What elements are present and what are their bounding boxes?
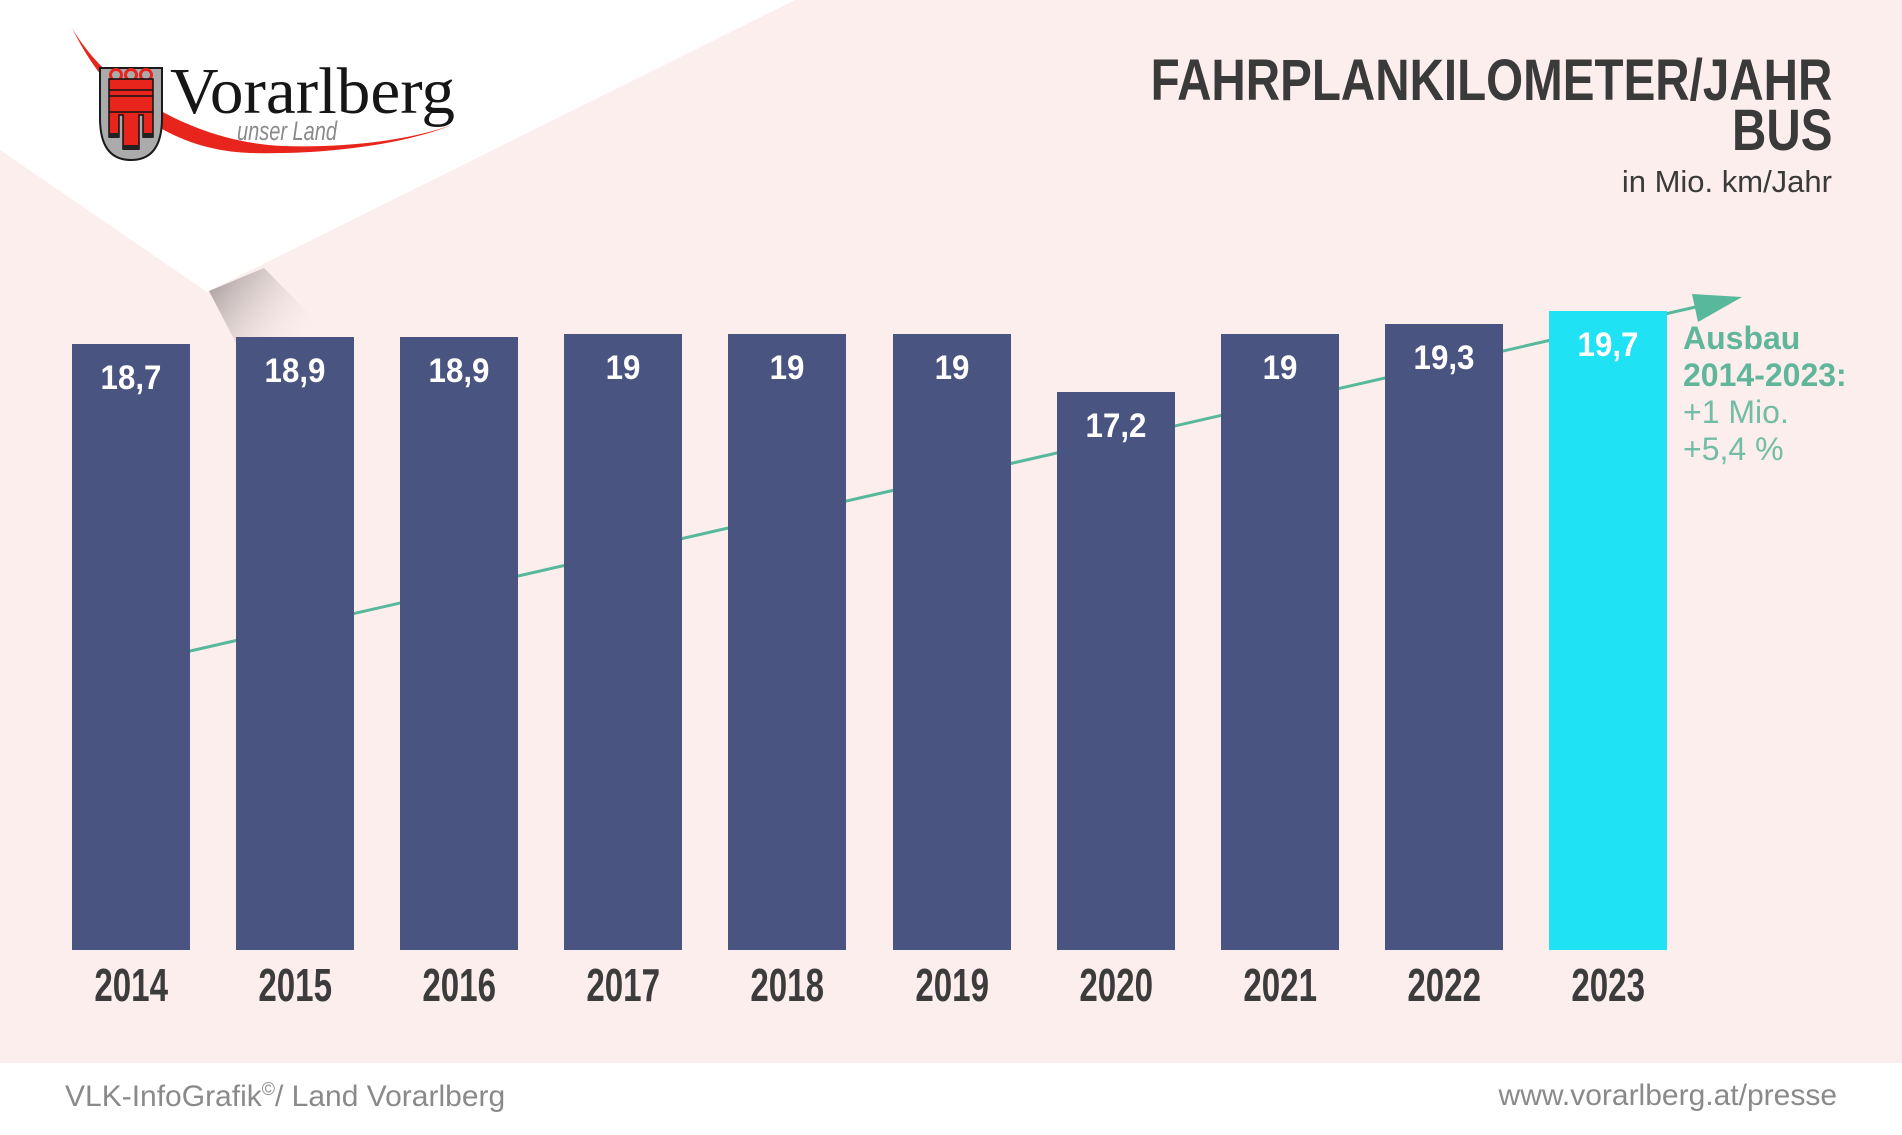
year-text: 2014 [94,959,168,1011]
year-label-2014: 2014 [49,958,213,1012]
year-label-2023: 2023 [1526,958,1690,1012]
year-label-2016: 2016 [377,958,541,1012]
bar-value-label: 19 [934,349,970,387]
bar-2019: 19 [893,334,1011,950]
arrowhead-icon [1692,294,1742,322]
white-fold [0,0,795,292]
year-label-2017: 2017 [541,958,705,1012]
bar-2016: 18,9 [400,337,518,950]
annotation-delta-pct: +5,4 % [1683,431,1784,467]
coat-of-arms-icon [99,67,163,162]
year-label-2015: 2015 [213,958,377,1012]
bar-2022: 19,3 [1385,324,1503,950]
chart-header: FAHRPLANKILOMETER/JAHR BUS in Mio. km/Ja… [1001,48,1832,200]
bar-value-label: 19 [769,349,805,387]
year-label-2021: 2021 [1198,958,1362,1012]
credit-rest: / Land Vorarlberg [275,1080,506,1113]
bar-2017: 19 [564,334,682,950]
vorarlberg-logo: Vorarlberg unser Land [55,15,485,190]
page-title-line2: BUS [1731,98,1832,163]
bar-value-label: 19 [1262,349,1298,387]
year-text: 2023 [1571,959,1645,1011]
footer: VLK-InfoGrafik©/ Land Vorarlberg www.vor… [0,1063,1902,1135]
bar-2020: 17,2 [1057,392,1175,950]
red-swoosh-icon [72,28,452,154]
year-label-2019: 2019 [870,958,1034,1012]
year-text: 2016 [422,959,496,1011]
year-label-2022: 2022 [1362,958,1526,1012]
year-label-2018: 2018 [705,958,869,1012]
bar-value-label: 19,3 [1413,339,1475,377]
credit-text: VLK-InfoGrafik©/ Land Vorarlberg [65,1079,505,1114]
year-text: 2020 [1079,959,1153,1011]
year-text: 2019 [915,959,989,1011]
website-link: www.vorarlberg.at/presse [1498,1079,1837,1112]
bar-value-label: 19,7 [1577,326,1639,364]
bar-value-label: 17,2 [1085,407,1147,445]
bar-value-label: 18,7 [100,359,162,397]
bar-value-label: 19 [605,349,641,387]
chart-unit-subtitle: in Mio. km/Jahr [1621,164,1832,199]
logo-tagline: unser Land [237,116,338,146]
year-label-2020: 2020 [1034,958,1198,1012]
credit-name: VLK-InfoGrafik [65,1080,262,1113]
page-title-line1: FAHRPLANKILOMETER/JAHR [1150,48,1832,113]
year-text: 2021 [1243,959,1317,1011]
bar-2023: 19,7 [1549,311,1667,950]
logo-region-name: Vorarlberg [170,55,455,128]
bar-value-label: 18,9 [264,352,326,390]
annotation-delta-km: +1 Mio. [1683,394,1789,430]
year-text: 2015 [258,959,332,1011]
growth-annotation: Ausbau 2014-2023: +1 Mio. +5,4 % [1683,320,1847,468]
annotation-heading-line2: 2014-2023: [1683,357,1847,393]
annotation-heading-line1: Ausbau [1683,320,1801,356]
copyright-icon: © [261,1079,276,1099]
year-text: 2018 [750,959,824,1011]
bar-2018: 19 [728,334,846,950]
bar-value-label: 18,9 [428,352,490,390]
year-text: 2017 [586,959,660,1011]
bar-2015: 18,9 [236,337,354,950]
year-text: 2022 [1407,959,1481,1011]
bar-2014: 18,7 [72,344,190,950]
bar-2021: 19 [1221,334,1339,950]
